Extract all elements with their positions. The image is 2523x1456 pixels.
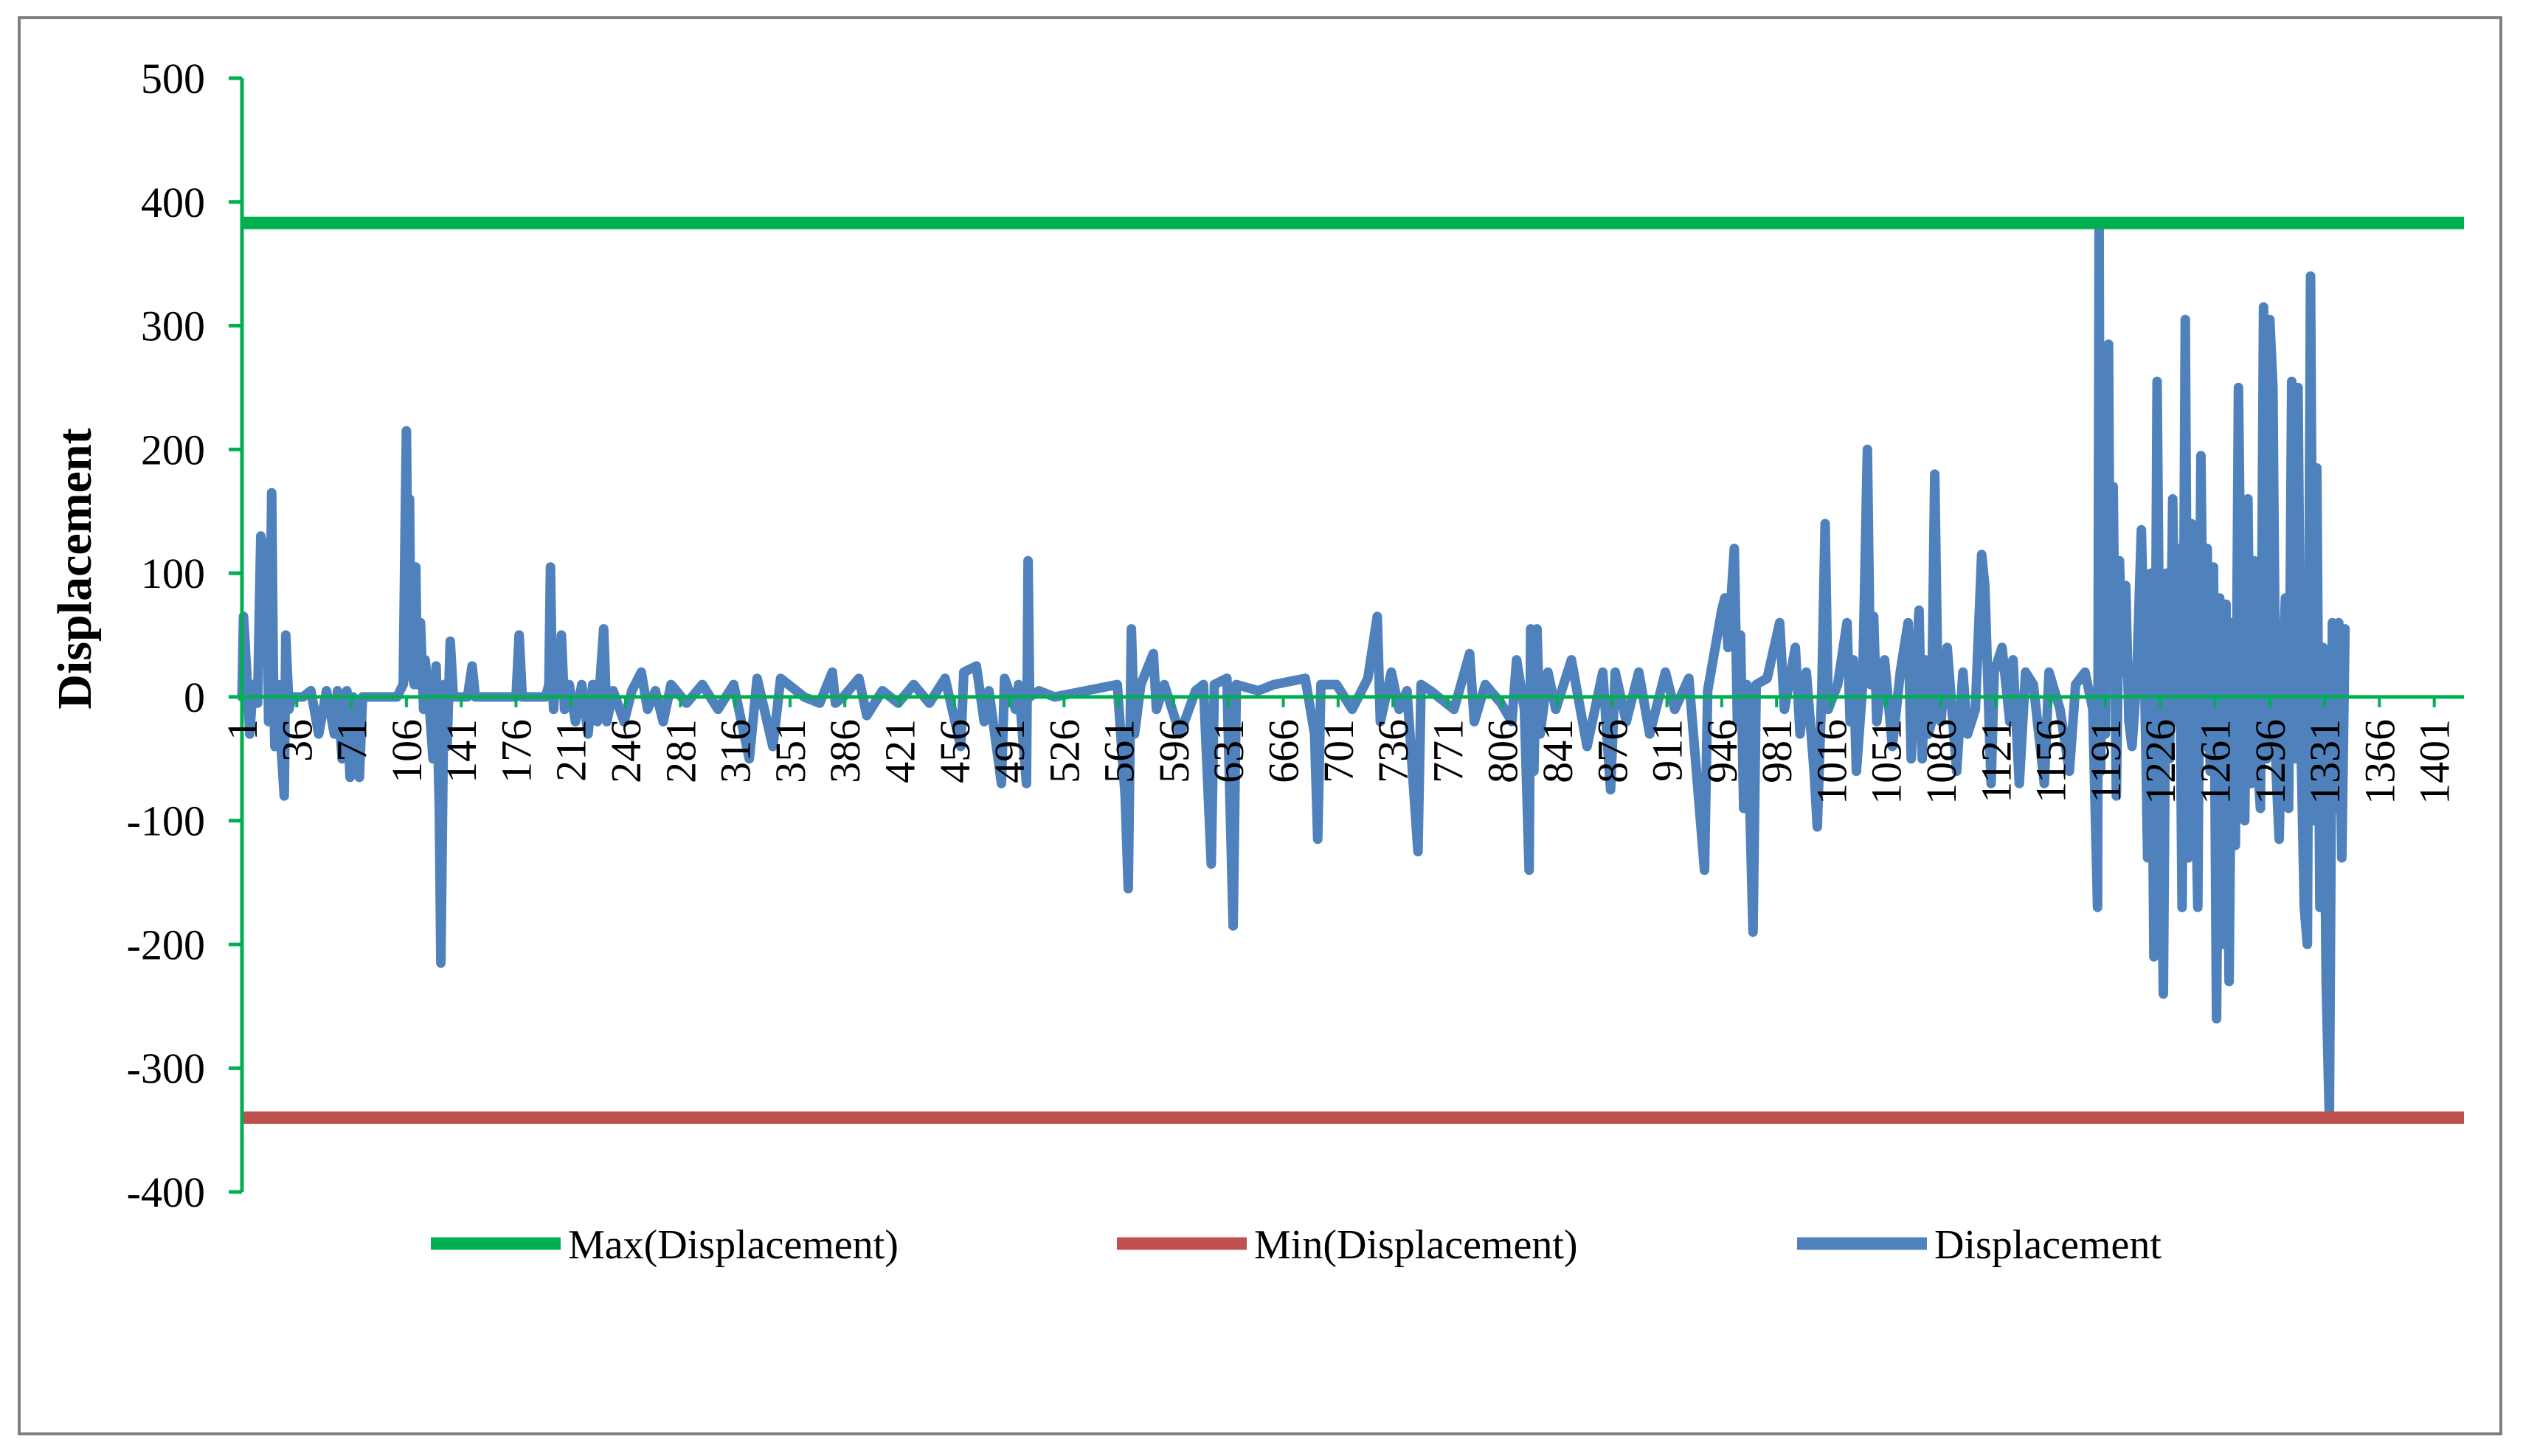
legend-label: Max(Displacement) [568,1222,899,1268]
series-displacement-line [237,221,2350,1123]
chart-frame: 500 400 300 200 100 0 -100 -200 -300 -400 1 36 71 10… [18,16,2502,1435]
y-tick-label: -200 [127,921,205,968]
legend: Max(Displacement) Min(Displacement) Displa… [431,1222,2162,1268]
y-axis-title: Displacement [48,428,102,709]
x-tick-label: 1191 [2082,719,2130,803]
x-tick-label: 736 [1369,719,1417,783]
y-tick-label: 0 [184,673,205,721]
x-tick-label: 1156 [2027,719,2075,803]
x-tick-label: 1296 [2246,719,2294,805]
y-tick-label: -300 [127,1044,205,1092]
x-tick-label: 1331 [2301,719,2349,805]
x-tick-label: 1086 [1917,719,1965,805]
x-tick-label: 211 [547,719,595,782]
x-tick-label: 1261 [2192,719,2240,805]
y-tick-label: 500 [141,55,205,103]
y-tick-labels: 500 400 300 200 100 0 -100 -200 -300 -400 [127,55,242,1216]
x-tick-label: 631 [1205,719,1253,783]
x-tick-label: 491 [986,719,1034,783]
legend-item-min: Min(Displacement) [1117,1222,1578,1268]
x-tick-label: 71 [328,719,376,762]
x-tick-label: 176 [492,719,540,783]
x-tick-label: 1121 [1972,719,2020,803]
x-tick-label: 106 [383,719,431,783]
x-tick-labels: 1 36 71 106 141 176 211 246 281 316 351 386 421 456 49… [218,696,2459,805]
x-tick-label: 561 [1096,719,1143,783]
x-tick-label: 701 [1315,719,1363,783]
x-tick-label: 386 [821,719,869,783]
x-tick-label: 946 [1698,719,1746,783]
x-tick-label: 456 [931,719,979,783]
x-tick-label: 1 [218,719,266,741]
x-tick-label: 351 [766,719,814,783]
x-tick-label: 981 [1753,719,1801,783]
x-tick-label: 911 [1644,719,1692,782]
x-tick-label: 36 [273,719,321,762]
x-tick-label: 666 [1260,719,1308,783]
x-tick-label: 281 [657,719,705,783]
x-tick-label: 421 [876,719,924,783]
x-tick-label: 1366 [2356,719,2403,805]
x-tick-label: 141 [437,719,485,783]
x-tick-label: 246 [602,719,650,783]
axis-layer [240,78,2464,1192]
y-tick-label: 300 [141,302,205,350]
x-tick-label: 1016 [1807,719,1855,805]
legend-label: Displacement [1934,1222,2162,1268]
y-tick-label: 200 [141,426,205,474]
y-tick-label: 100 [141,550,205,597]
x-tick-label: 526 [1040,719,1088,783]
x-tick-label: 771 [1424,719,1472,783]
series-layer [237,216,2464,1124]
x-tick-label: 876 [1588,719,1636,783]
legend-label: Min(Displacement) [1254,1222,1578,1268]
x-tick-label: 841 [1534,719,1582,783]
x-tick-label: 1051 [1863,719,1911,805]
legend-item-displacement: Displacement [1797,1222,2162,1268]
x-tick-label: 806 [1479,719,1527,783]
x-tick-label: 1226 [2136,719,2184,805]
x-tick-label: 1401 [2411,719,2459,805]
x-tick-label: 316 [712,719,760,783]
y-tick-label: 400 [141,178,205,226]
legend-item-max: Max(Displacement) [431,1222,899,1268]
y-tick-label: -100 [127,797,205,845]
x-tick-label: 596 [1150,719,1198,783]
y-tick-label: -400 [127,1168,205,1216]
